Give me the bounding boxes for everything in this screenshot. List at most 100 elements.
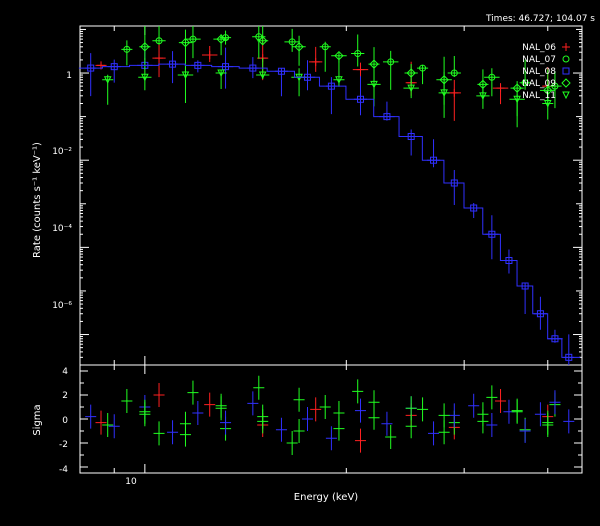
spectrum-marker-nal_07 (521, 79, 529, 87)
spectrum-point-nal_08 (446, 169, 463, 205)
top-y-tick-label-1e-6: 10⁻⁶ (52, 301, 72, 311)
residual-point-nal_07 (319, 395, 331, 419)
legend-label-nal_08: NAL_08 (522, 67, 556, 77)
spectrum-marker-nal_11 (440, 89, 448, 98)
spectrum-point-nal_09 (404, 64, 418, 84)
spectrum-marker-nal_11 (543, 99, 552, 108)
spectrum-point-nal_11 (476, 82, 490, 109)
residual-point-nal_11 (368, 405, 380, 430)
spectrum-point-nal_07 (121, 40, 133, 66)
residual-point-nal_06 (354, 428, 367, 453)
residual-point-nal_07 (153, 421, 165, 446)
spectrum-marker-nal_07 (155, 37, 163, 45)
residual-point-nal_08 (354, 398, 367, 423)
residual-point-nal_07 (486, 385, 498, 410)
spectrum-point-nal_07 (220, 30, 232, 45)
spectrum-point-nal_08 (85, 53, 97, 97)
spectrum-marker-nal_11 (407, 84, 415, 93)
top-y-tick-label-1e-2: 10⁻² (52, 147, 72, 157)
residual-point-nal_08 (167, 420, 179, 445)
residual-point-nal_11 (293, 387, 305, 412)
spectrum-marker-nal_07 (551, 82, 559, 90)
spectrum-marker-nal_06 (205, 50, 214, 59)
residual-point-nal_08 (448, 403, 460, 428)
spectrum-marker-nal_11 (479, 92, 487, 100)
residual-point-nal_08 (563, 409, 575, 434)
residual-point-nal_09 (293, 419, 305, 443)
residual-point-nal_11 (257, 409, 269, 434)
legend-marker-nal_08 (562, 67, 570, 75)
residual-point-nal_07 (187, 380, 199, 405)
legend-label-nal_11: NAL_11 (522, 91, 556, 101)
time-label: Times: 46.727; 104.07 s (485, 14, 595, 24)
spectrum-marker-nal_07 (222, 34, 230, 42)
residual-point-nal_06 (153, 383, 165, 407)
residual-point-nal_08 (220, 410, 232, 435)
spectrum-point-nal_08 (217, 47, 234, 89)
spectrum-point-nal_07 (284, 28, 300, 52)
residual-point-nal_08 (325, 426, 337, 451)
legend-label-nal_09: NAL_09 (522, 79, 556, 89)
spectrum-marker-nal_09 (140, 42, 150, 52)
spectrum-point-nal_07 (252, 26, 266, 59)
spectrum-point-nal_08 (519, 282, 531, 314)
spectrum-marker-nal_06 (356, 65, 365, 74)
residual-point-nal_11 (215, 396, 227, 421)
residual-point-nal_08 (275, 417, 287, 442)
spectrum-marker-nal_06 (496, 84, 505, 93)
spectrum-marker-nal_07 (488, 73, 496, 81)
residual-point-nal_08 (247, 391, 259, 416)
residual-point-nal_08 (549, 390, 561, 415)
residual-point-nal_07 (286, 431, 298, 455)
spectrum-point-nal_07 (319, 41, 331, 72)
residual-point-nal_11 (333, 416, 345, 441)
spectrum-marker-nal_09 (294, 42, 304, 52)
top-y-tick-label-1: 1 (66, 71, 72, 81)
spectrum-marker-nal_11 (370, 80, 378, 89)
residual-point-nal_08 (301, 407, 314, 431)
data-marks (78, 26, 581, 455)
spectrum-marker-nal_11 (217, 69, 225, 78)
spectrum-point-nal_07 (484, 68, 500, 97)
legend-marker-nal_09 (561, 78, 571, 88)
residual-point-nal_07 (385, 425, 397, 449)
residual-point-nal_06 (204, 392, 216, 417)
x-tick-label-10: 10 (125, 477, 137, 487)
spectrum-marker-nal_07 (321, 43, 329, 51)
residual-point-nal_06 (310, 397, 322, 422)
bottom-y-tick-label-4: 4 (62, 367, 68, 377)
residual-point-nal_08 (534, 402, 546, 427)
spectrum-point-nal_07 (548, 71, 562, 109)
residual-point-nal_07 (352, 379, 364, 404)
spectrum-point-nal_11 (177, 64, 194, 104)
spectrum-point-nal_11 (102, 74, 114, 105)
spectrum-point-nal_11 (215, 70, 227, 90)
spectrum-marker-nal_11 (103, 76, 112, 84)
residual-point-nal_07 (253, 375, 265, 400)
residual-point-nal_11 (102, 413, 114, 437)
residual-point-nal_07 (121, 389, 133, 413)
spectrum-marker-nal_11 (335, 76, 343, 84)
spectrum-marker-nal_09 (216, 34, 226, 44)
spectrum-point-nal_07 (152, 26, 166, 45)
residual-point-nal_08 (428, 421, 440, 446)
spectrum-panel-frame (79, 25, 583, 366)
spectrum-marker-nal_07 (288, 38, 296, 46)
spectrum-marker-nal_06 (155, 54, 164, 63)
legend-marker-nal_07 (562, 55, 570, 63)
legend-label-nal_06: NAL_06 (522, 43, 556, 53)
spectrum-marker-nal_07 (387, 58, 395, 66)
residual-point-nal_08 (519, 419, 531, 443)
spectrum-point-nal_11 (509, 94, 525, 128)
residual-point-nal_08 (108, 414, 120, 439)
spectrum-point-nal_07 (447, 56, 461, 78)
residual-point-nal_11 (139, 402, 151, 427)
spectrum-point-nal_11 (542, 84, 554, 120)
spectrum-marker-nal_06 (311, 57, 320, 66)
spectrum-marker-nal_11 (181, 71, 190, 80)
spectrum-point-nal_06 (447, 79, 461, 121)
spectrum-marker-nal_07 (123, 45, 131, 53)
residual-panel-frame (79, 364, 583, 474)
model-curve-nal_08 (78, 63, 581, 358)
bottom-y-tick-label-neg2: -2 (59, 440, 68, 450)
